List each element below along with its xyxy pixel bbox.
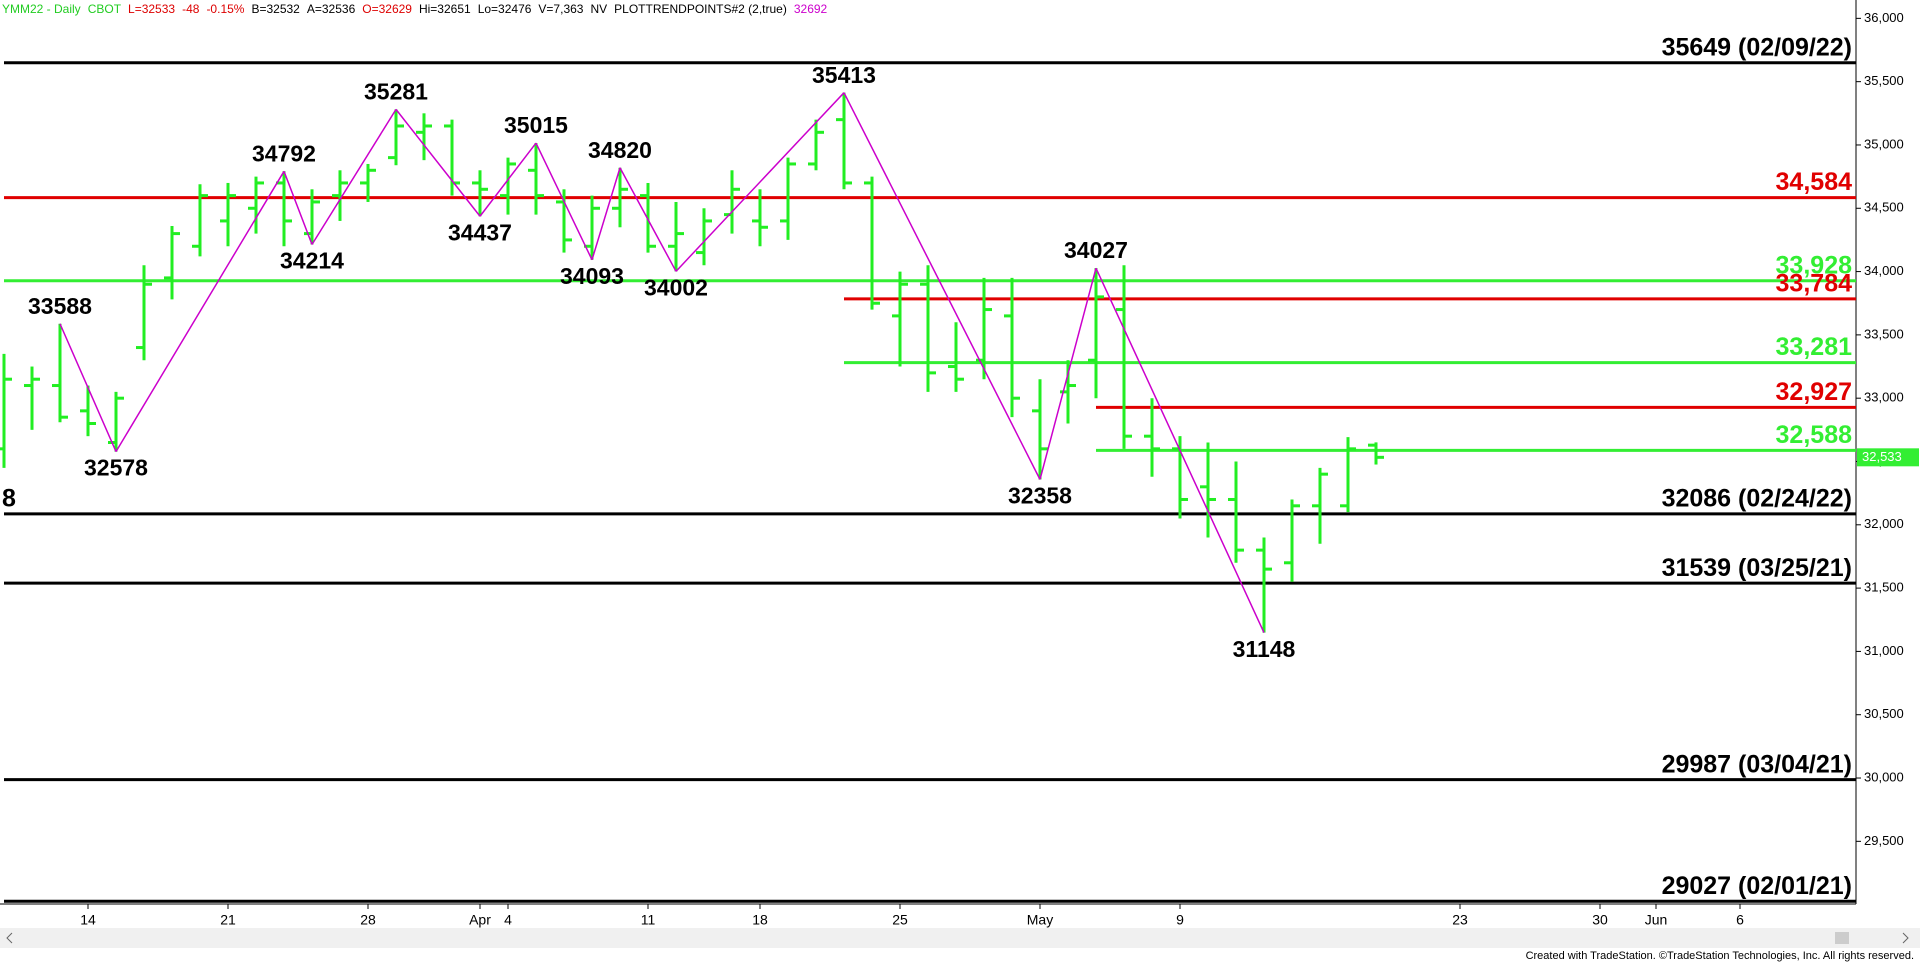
y-tick-label: 35,500 (1864, 73, 1904, 88)
y-tick-label: 31,500 (1864, 580, 1904, 595)
zigzag-segment (115, 170, 285, 453)
level-label: 29987 (03/04/21) (1662, 750, 1852, 778)
header-item: YMM22 - Daily (2, 2, 81, 16)
header-item: -48 (182, 2, 200, 16)
level-label: 32086 (02/24/22) (1662, 485, 1852, 513)
header-item: O=32629 (362, 2, 412, 16)
x-tick-label: 30 (1592, 912, 1608, 928)
x-tick-label: 6 (1736, 912, 1744, 928)
zigzag-segment (675, 92, 845, 272)
pivot-label: 32578 (84, 455, 148, 481)
pivot-label: 34214 (280, 248, 344, 274)
pivot-label: 34027 (1064, 237, 1128, 263)
scroll-right[interactable] (1902, 932, 1909, 944)
x-tick-label: 18 (752, 912, 768, 928)
pivot-label: 34820 (588, 137, 652, 163)
zigzag-segment (311, 108, 397, 245)
x-tick-label: 23 (1452, 912, 1468, 928)
y-tick-label: 36,000 (1864, 10, 1904, 25)
scrollbar[interactable] (0, 928, 1920, 948)
pivot-label: 35015 (504, 112, 568, 138)
level-label: 34,584 (1776, 168, 1853, 196)
y-tick-label: 31,000 (1864, 643, 1904, 658)
header: YMM22 - Daily CBOT L=32533 -48 -0.15% B=32532… (2, 2, 834, 16)
level-label: 32,588 (1776, 421, 1853, 449)
zigzag-segment (591, 167, 621, 261)
zigzag-segment (535, 142, 593, 261)
x-tick-label: 25 (892, 912, 908, 928)
pivot-label: 34792 (252, 140, 316, 166)
header-item: NV (590, 2, 608, 16)
footer: Created with TradeStation. ©TradeStation… (1526, 950, 1914, 962)
header-item: Hi=32651 (418, 2, 471, 16)
header-item: -0.15% (206, 2, 245, 16)
level-label: 35649 (02/09/22) (1662, 33, 1852, 61)
x-tick-label: 11 (641, 912, 656, 928)
x-tick-label: 9 (1176, 912, 1184, 928)
pivot-label: 31148 (1233, 636, 1296, 662)
header-item: 32692 (793, 2, 828, 16)
header-item: PLOTTRENDPOINTS#2 (2,true) (614, 2, 787, 16)
level-label: 33,784 (1776, 270, 1853, 298)
scroll-left[interactable] (6, 932, 13, 944)
x-tick-label: 4 (504, 912, 512, 928)
y-tick-label: 30,000 (1864, 769, 1904, 784)
y-tick-label: 30,500 (1864, 706, 1904, 721)
header-item: V=7,363 (538, 2, 584, 16)
x-tick-label: 28 (360, 912, 376, 928)
pivot-label: 34093 (560, 263, 624, 289)
x-tick-label: Jun (1645, 912, 1668, 928)
zigzag-segment (1095, 267, 1265, 633)
x-tick-label: May (1027, 912, 1053, 928)
y-tick-label: 29,500 (1864, 833, 1904, 848)
level-label: 33,928 (1776, 251, 1853, 279)
pivot-label: 34002 (644, 274, 708, 300)
zigzag-segment (479, 142, 537, 217)
y-tick-label: 35,000 (1864, 136, 1904, 151)
level-label: 29027 (02/01/21) (1662, 872, 1852, 900)
y-tick-label: 33,000 (1864, 390, 1904, 405)
y-tick-label: 34,500 (1864, 200, 1904, 215)
level-label: 33,281 (1776, 333, 1853, 361)
last-price-label: 32,533 (1862, 449, 1902, 464)
header-item: CBOT (87, 2, 122, 16)
x-tick-label: 21 (220, 912, 236, 928)
header-item: Lo=32476 (477, 2, 532, 16)
pivot-label: 34437 (448, 219, 512, 245)
pivot-label: 35281 (364, 78, 428, 104)
zigzag-segment (1039, 267, 1097, 480)
zigzag-segment (59, 323, 117, 452)
y-tick-label: 32,000 (1864, 516, 1904, 531)
level-label: 32,927 (1776, 378, 1852, 406)
pivot-label: 32358 (1008, 483, 1072, 509)
header-item: A=32536 (306, 2, 356, 16)
header-item: B=32532 (251, 2, 300, 16)
x-tick-label: Apr (469, 912, 491, 928)
scroll-thumb[interactable] (1835, 932, 1849, 944)
zigzag-segment (619, 167, 677, 272)
zigzag-segment (395, 108, 481, 217)
x-tick-label: 14 (80, 912, 96, 928)
y-tick-label: 33,500 (1864, 326, 1904, 341)
level-label: 31539 (03/25/21) (1662, 554, 1852, 582)
pivot-label: 33588 (28, 293, 92, 319)
y-tick-label: 34,000 (1864, 263, 1904, 278)
zigzag-segment (283, 171, 313, 245)
pivot-label: 35413 (812, 62, 876, 88)
header-item: L=32533 (128, 2, 176, 16)
zigzag-segment (843, 92, 1041, 480)
last-price-box (1857, 448, 1919, 467)
cut-label: 8 (2, 485, 16, 513)
